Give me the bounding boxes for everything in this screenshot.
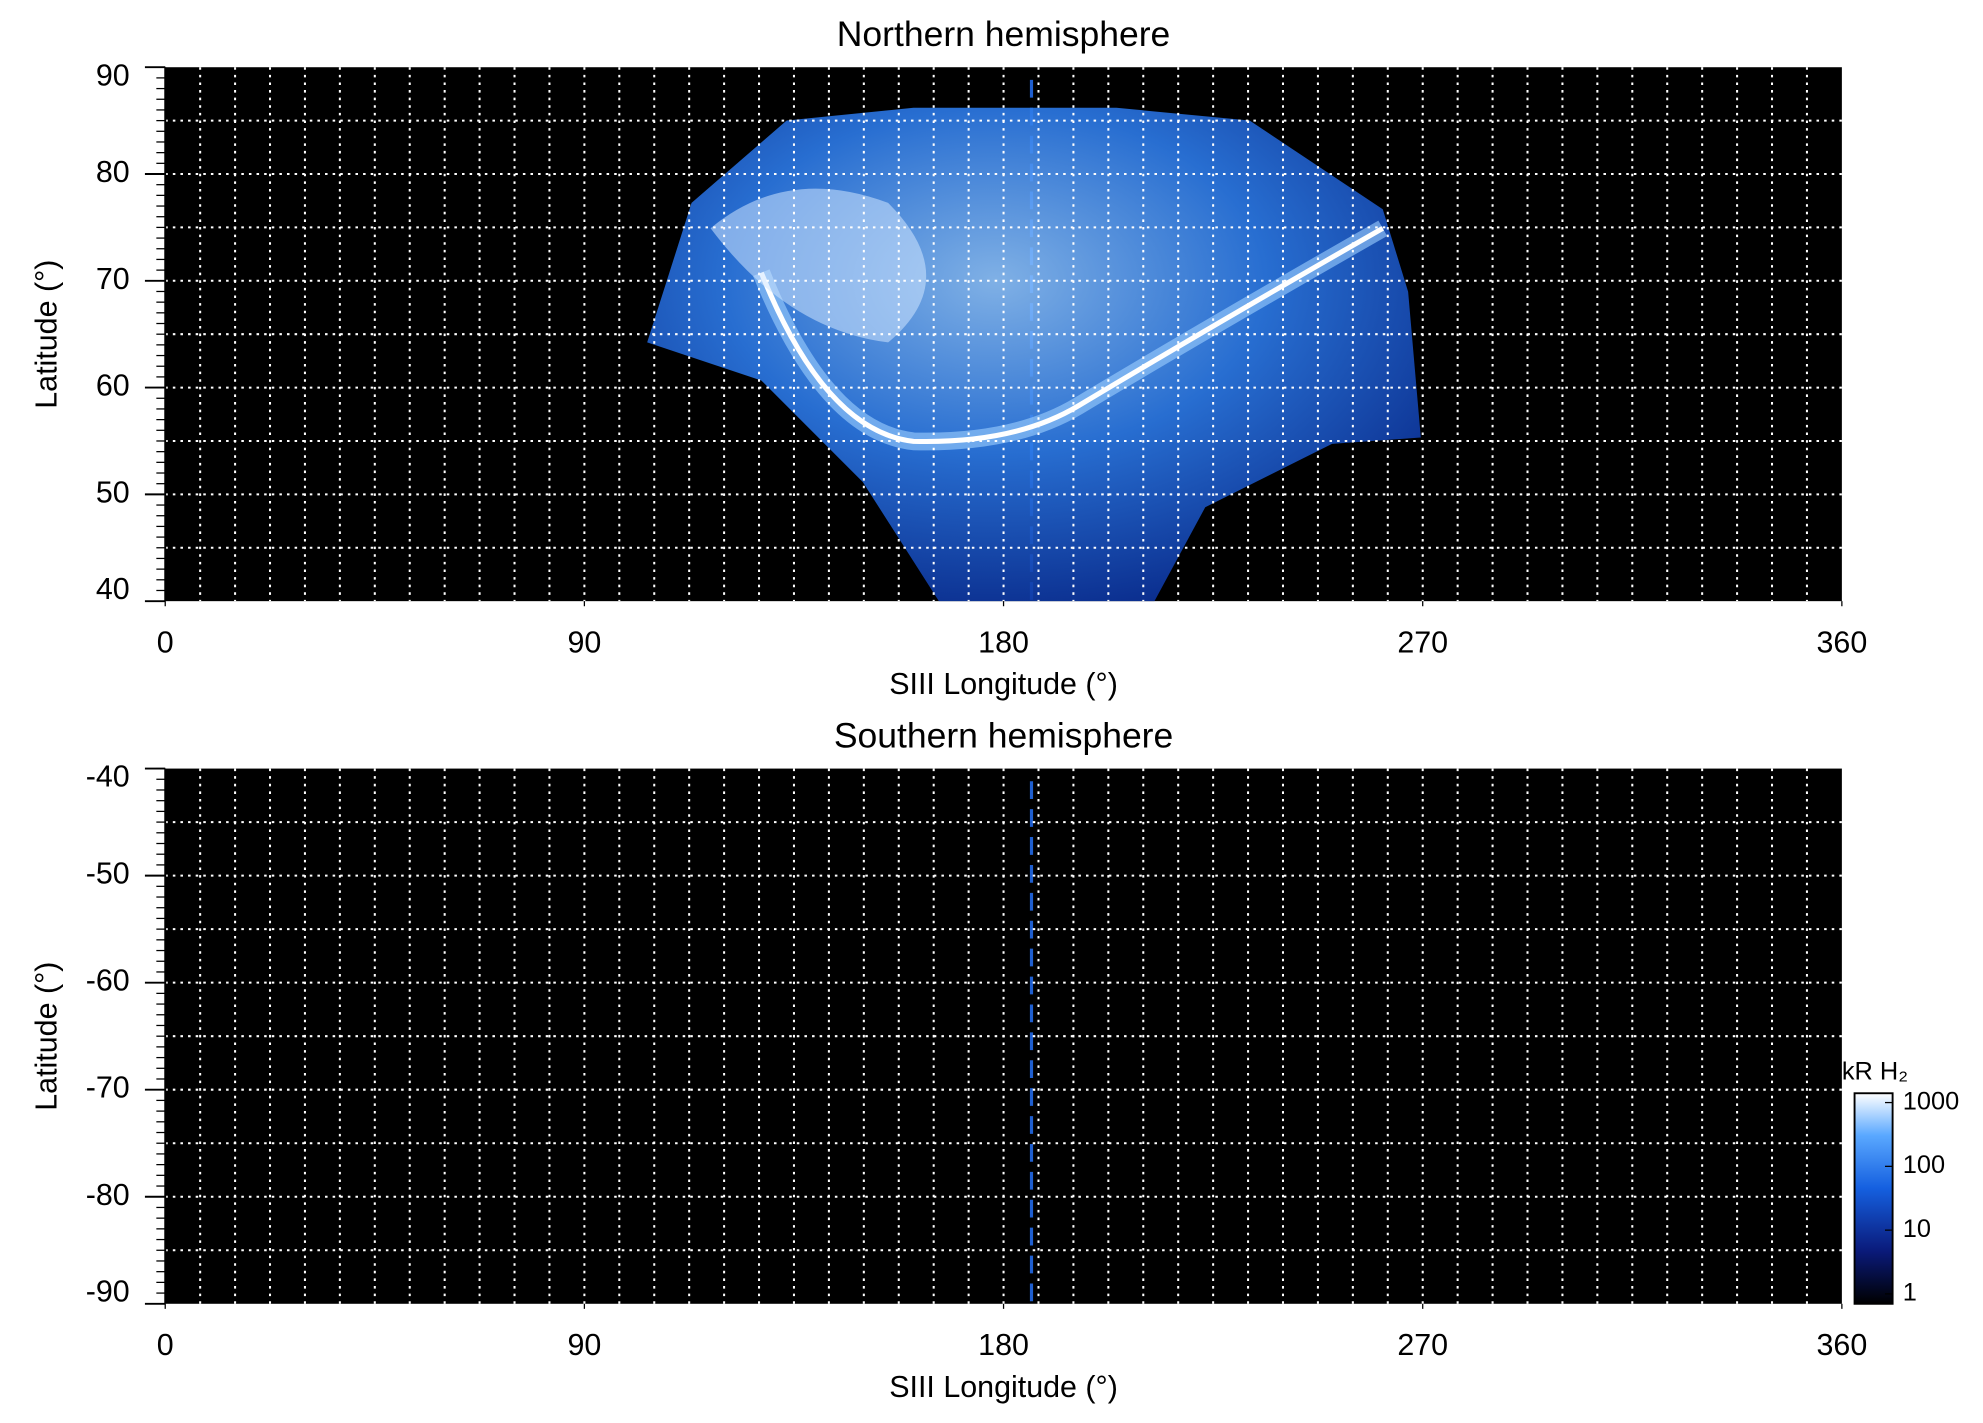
colorbar-tick-label: 1 [1903,1279,1917,1307]
x-tick-label: 90 [567,1328,601,1362]
y-axis-label: Latitude (°) [30,962,64,1111]
y-tick-label: -50 [86,857,130,891]
x-tick-label: 0 [157,625,174,659]
colorbar-tick-label: 100 [1903,1151,1945,1179]
x-tick-label: 360 [1816,1328,1867,1362]
y-tick-label: 40 [96,572,130,606]
y-tick-label: -60 [86,964,130,998]
polar-emission [710,188,927,343]
x-axis-label: SIII Longitude (°) [889,667,1118,701]
y-tick-label: -70 [86,1071,130,1105]
y-tick-label: 60 [96,369,130,403]
x-tick-label: 180 [978,625,1029,659]
x-tick-label: 90 [567,625,601,659]
aurora-image [647,107,1421,602]
auroral-oval [758,226,1385,445]
x-axis-label: SIII Longitude (°) [889,1370,1118,1404]
colorbar-tick-label: 10 [1903,1215,1931,1243]
x-tick-label: 180 [978,1328,1029,1362]
chart-title: Southern hemisphere [834,716,1173,756]
x-tick-label: 0 [157,1328,174,1362]
panels: 40 50 60 70 80 90 0 90 180 270 360 Northern hemisph… [30,14,1960,1404]
chart-title: Northern hemisphere [837,14,1170,54]
y-tick-label: -40 [86,760,130,794]
x-tick-label: 270 [1397,1328,1448,1362]
colorbar-tick-label: 1000 [1903,1087,1959,1115]
colorbar [1853,1092,1894,1305]
colorbar-label: kR H₂ [1842,1058,1908,1086]
y-axis-label: Latitude (°) [30,260,64,409]
y-tick-label: -80 [86,1178,130,1212]
y-tick-label: -90 [86,1275,130,1309]
y-tick-label: 70 [96,262,130,296]
x-tick-label: 360 [1816,625,1867,659]
y-tick-label: 90 [96,58,130,92]
x-tick-label: 270 [1397,625,1448,659]
y-tick-label: 80 [96,155,130,189]
y-tick-label: 50 [96,475,130,509]
